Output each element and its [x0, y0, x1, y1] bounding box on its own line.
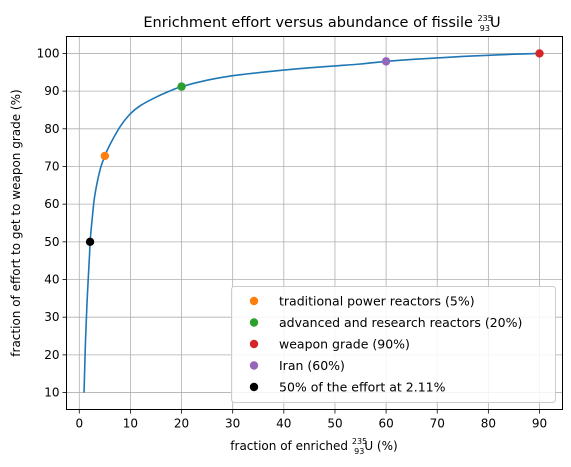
legend: traditional power reactors (5%) advanced …	[231, 286, 556, 403]
y-tick-label: 40	[44, 273, 59, 287]
legend-marker-4	[249, 382, 259, 392]
y-axis-label: fraction of effort to get to weapon grad…	[9, 89, 23, 356]
xlabel-mass-number: 235	[352, 437, 367, 446]
x-tick-label: 0	[75, 417, 83, 431]
data-point-3	[381, 57, 391, 66]
data-point-2	[535, 49, 544, 58]
data-point-1	[177, 82, 186, 91]
title-element: U	[490, 15, 501, 31]
legend-marker-0	[249, 296, 259, 306]
legend-label-3: Iran (60%)	[279, 358, 345, 373]
y-tick-label: 60	[44, 197, 59, 211]
x-tick-label: 10	[123, 417, 138, 431]
x-tick-label: 70	[430, 417, 445, 431]
y-tick-label: 90	[44, 84, 59, 98]
legend-marker-3	[249, 361, 259, 370]
x-tick-label: 90	[532, 417, 547, 431]
data-point-4	[85, 237, 95, 247]
plot-border	[66, 36, 563, 410]
y-tick-label: 70	[44, 159, 59, 173]
y-axis-ticks: 10 20 30 40 50 60 70 80 90 100	[37, 46, 67, 400]
y-tick-label: 30	[44, 310, 59, 324]
x-tick-label: 50	[327, 417, 342, 431]
y-tick-label: 100	[37, 46, 60, 60]
y-tick-label: 80	[44, 122, 59, 136]
title-mass-number: 235	[478, 14, 493, 23]
y-tick-label: 10	[44, 386, 59, 400]
xlabel-main: fraction of enriched	[230, 439, 352, 453]
x-tick-label: 30	[225, 417, 240, 431]
x-axis-ticks: 0 10 20 30 40 50 60 70 80 90	[75, 409, 547, 431]
x-tick-label: 60	[378, 417, 393, 431]
y-tick-label: 20	[44, 348, 59, 362]
chart-title: Enrichment effort versus abundance of fi…	[143, 14, 500, 33]
title-atomic-number: 93	[480, 24, 490, 33]
xlabel-after: U (%)	[364, 439, 397, 453]
legend-label-0: traditional power reactors (5%)	[279, 294, 475, 309]
title-main: Enrichment effort versus abundance of fi…	[143, 15, 477, 31]
points-layer	[85, 49, 544, 247]
legend-marker-1	[249, 318, 259, 327]
legend-label-4: 50% of the effort at 2.11%	[279, 380, 446, 395]
legend-box	[231, 286, 556, 403]
legend-label-1: advanced and research reactors (20%)	[279, 315, 522, 330]
legend-marker-2	[249, 339, 259, 349]
x-axis-label: fraction of enriched 235 93U (%)	[230, 437, 397, 456]
x-tick-label: 80	[481, 417, 496, 431]
y-tick-label: 50	[44, 235, 59, 249]
legend-label-2: weapon grade (90%)	[279, 337, 410, 352]
data-point-0	[100, 151, 110, 161]
xlabel-atomic-number: 93	[354, 447, 364, 456]
x-tick-label: 20	[174, 417, 189, 431]
x-tick-label: 40	[276, 417, 291, 431]
